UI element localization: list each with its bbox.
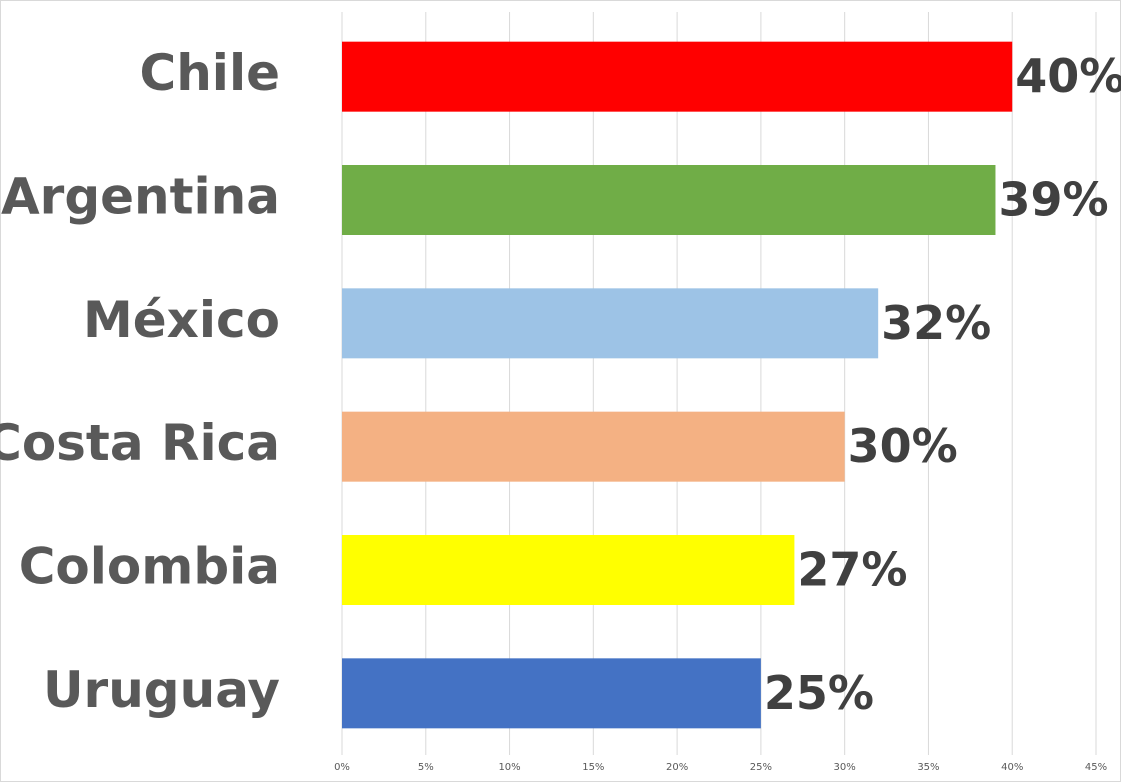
value-label: 39%: [998, 173, 1108, 227]
x-tick-label: 10%: [498, 762, 520, 773]
x-tick-label: 45%: [1085, 762, 1107, 773]
category-label: Argentina: [1, 168, 280, 226]
value-label: 25%: [764, 666, 874, 720]
x-tick-label: 0%: [334, 762, 350, 773]
x-tick-label: 15%: [582, 762, 604, 773]
bar: [342, 535, 795, 605]
bar: [342, 411, 845, 482]
bar: [342, 41, 1013, 112]
bar: [342, 658, 761, 729]
x-tick-label: 5%: [418, 762, 434, 773]
category-label: México: [83, 291, 280, 349]
x-tick-label: 30%: [834, 762, 856, 773]
category-label: Costa Rica: [0, 414, 280, 472]
bar: [342, 165, 996, 235]
category-label: Chile: [140, 44, 280, 102]
value-label: 30%: [848, 419, 958, 473]
bar: [342, 288, 879, 359]
x-tick-label: 35%: [917, 762, 939, 773]
value-label: 32%: [881, 296, 991, 350]
x-tick-label: 20%: [666, 762, 688, 773]
x-tick-label: 40%: [1001, 762, 1023, 773]
category-label: Uruguay: [43, 661, 280, 719]
x-tick-label: 25%: [750, 762, 772, 773]
value-label: 40%: [1015, 49, 1121, 103]
value-label: 27%: [797, 543, 907, 597]
category-label: Colombia: [19, 538, 280, 596]
